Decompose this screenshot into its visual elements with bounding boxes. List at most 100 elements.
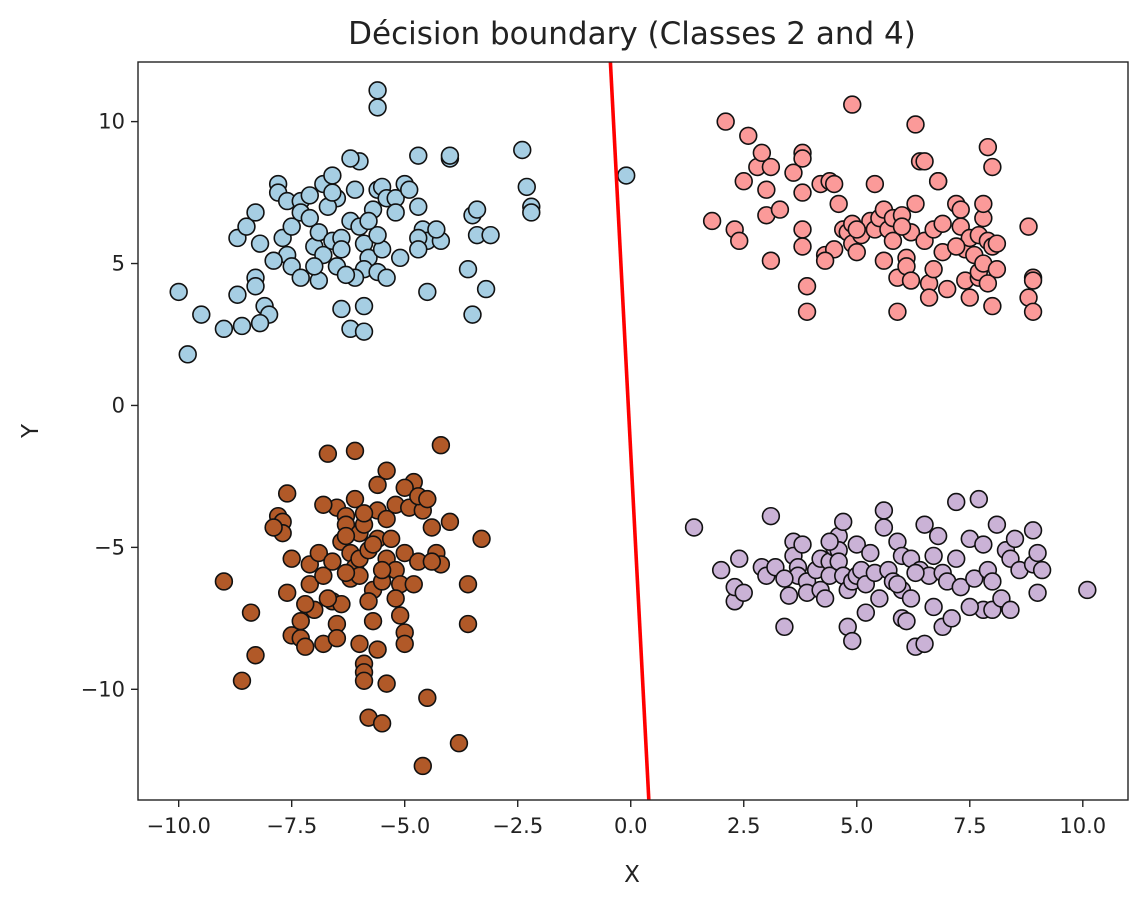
point-series-1-51 (354, 322, 374, 341)
point-series-1-73 (427, 220, 446, 239)
point-series-1-40 (345, 180, 365, 199)
point-series-1-68 (409, 197, 428, 216)
point-series-2-27 (829, 194, 848, 214)
point-series-3-92 (386, 589, 405, 608)
point-series-1-4 (214, 319, 234, 339)
point-series-4-67 (947, 549, 966, 568)
point-series-4-88 (1032, 560, 1052, 580)
point-series-1-49 (332, 299, 351, 319)
point-series-3-89 (404, 575, 423, 594)
point-series-2-30 (843, 95, 862, 114)
point-series-3-75 (458, 614, 478, 634)
point-series-3-14 (291, 611, 310, 631)
x-tick-label: −7.5 (266, 814, 317, 838)
point-series-2-78 (978, 274, 998, 293)
point-series-2-49 (901, 271, 921, 290)
point-series-1-90 (305, 257, 324, 276)
point-series-2-84 (1019, 217, 1038, 236)
point-series-2-20 (797, 277, 817, 296)
point-series-3-67 (418, 688, 437, 708)
point-series-4-43 (870, 589, 889, 608)
point-series-4-6 (734, 583, 753, 602)
point-series-4-60 (924, 546, 943, 566)
point-series-3-73 (449, 734, 469, 753)
point-series-2-87 (1023, 302, 1043, 321)
plot-area (138, 62, 1128, 800)
point-series-3-54 (377, 461, 396, 480)
y-tick-label: 0 (112, 393, 125, 417)
point-series-4-94 (775, 569, 794, 588)
point-series-3-17 (300, 575, 319, 594)
point-series-1-66 (400, 180, 419, 199)
point-series-3-65 (413, 756, 432, 776)
point-series-3-84 (336, 563, 356, 583)
point-series-4-66 (947, 492, 966, 512)
point-series-4-17 (793, 535, 812, 554)
point-series-1-14 (250, 313, 270, 333)
y-axis-label: Y (18, 423, 44, 439)
x-tick-label: −5.0 (379, 814, 430, 838)
point-series-1-2 (178, 345, 197, 364)
point-series-1-86 (522, 203, 541, 222)
point-series-3-77 (264, 518, 283, 537)
point-series-3-90 (336, 526, 356, 546)
point-series-3-1 (214, 572, 234, 591)
point-series-1-3 (192, 305, 211, 324)
point-series-3-53 (377, 509, 396, 529)
point-series-1-6 (237, 217, 256, 236)
point-series-4-89 (1078, 580, 1097, 600)
y-tick-label: −10 (81, 677, 125, 701)
point-series-2-1 (702, 211, 722, 231)
point-series-4-54 (901, 589, 921, 608)
point-series-4-41 (861, 543, 880, 563)
point-series-1-52 (354, 296, 374, 316)
point-series-2-6 (739, 126, 758, 146)
point-series-2-36 (865, 174, 885, 194)
x-axis: −10.0 −7.5 −5.0 −2.5 0.0 2.5 5.0 7.5 10.0 (147, 800, 1106, 838)
point-series-2-83 (987, 260, 1007, 279)
point-series-3-76 (472, 529, 491, 549)
point-series-3-86 (296, 594, 315, 614)
point-series-4-91 (906, 563, 925, 583)
point-series-3-85 (372, 560, 392, 580)
point-series-1-88 (359, 211, 378, 231)
point-series-3-21 (318, 444, 338, 463)
point-series-1-63 (390, 248, 410, 268)
plot-frame (137, 61, 1129, 801)
point-series-1-22 (291, 268, 310, 287)
point-series-3-46 (368, 640, 387, 659)
point-series-1-48 (336, 265, 356, 285)
y-tick-label: −5 (94, 535, 125, 559)
x-axis-label: X (624, 862, 640, 888)
point-series-3-9 (282, 549, 301, 568)
point-series-3-94 (390, 606, 410, 625)
x-tick-label: 5.0 (840, 814, 873, 838)
point-series-2-19 (793, 237, 812, 256)
point-series-3-34 (345, 441, 365, 461)
point-series-3-2 (232, 671, 252, 690)
point-series-2-16 (793, 149, 812, 168)
point-series-1-92 (386, 203, 405, 222)
point-series-4-57 (915, 515, 934, 534)
point-series-1-89 (332, 240, 351, 259)
point-series-4-71 (969, 489, 989, 509)
point-series-2-42 (883, 231, 903, 251)
point-series-2-92 (815, 251, 835, 270)
point-series-1-82 (481, 225, 500, 245)
point-series-1-79 (463, 305, 482, 324)
point-series-2-25 (824, 174, 844, 194)
point-series-4-45 (874, 518, 894, 537)
point-series-3-72 (440, 512, 460, 532)
point-series-2-68 (960, 288, 979, 307)
x-tick-label: −2.5 (492, 814, 543, 838)
x-tick-label: 10.0 (1059, 814, 1106, 838)
point-series-1-55 (368, 225, 387, 245)
point-series-3-13 (296, 637, 315, 656)
point-series-2-4 (730, 231, 749, 251)
point-series-1-7 (246, 203, 265, 222)
point-series-2-90 (892, 217, 912, 236)
point-series-3-39 (350, 634, 369, 654)
point-series-3-96 (377, 674, 396, 693)
point-series-1-62 (377, 268, 396, 287)
point-series-2-8 (752, 143, 772, 163)
